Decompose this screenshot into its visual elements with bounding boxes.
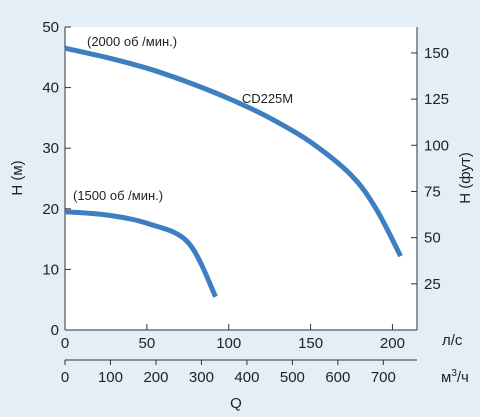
left-axis-label: H (м): [9, 160, 26, 195]
right-tick-label: 150: [424, 45, 449, 62]
m3h-tick-label: 500: [280, 369, 305, 386]
m3h-tick-label: 700: [371, 369, 396, 386]
m3h-unit-sup: 3: [451, 368, 457, 379]
left-tick-label: 40: [42, 80, 59, 97]
m3h-tick-label: 0: [61, 369, 69, 386]
m3h-axis-ticks: 0 100 200 300 400 500 600 700: [61, 359, 417, 386]
curve-2000rpm: [64, 45, 403, 258]
m3h-unit-label: м3/ч: [441, 368, 469, 386]
curve-labels: (2000 об /мин.) (1500 об /мин.) CD225M: [73, 34, 293, 203]
curve-1500rpm: [64, 209, 218, 298]
curves: [64, 45, 403, 298]
m3h-tick-label: 400: [234, 369, 259, 386]
series-label-2000rpm: (2000 об /мин.): [87, 34, 177, 49]
ls-tick-label: 0: [61, 335, 69, 352]
m3h-unit-tail: /ч: [457, 369, 469, 386]
ls-tick-label: 200: [380, 335, 405, 352]
right-axis-label: H (фут): [457, 152, 474, 204]
m3h-tick-label: 300: [189, 369, 214, 386]
ls-axis-ticks: 0 50 100 150 200: [61, 324, 417, 352]
ls-tick-label: 150: [298, 335, 323, 352]
left-tick-label: 20: [42, 201, 59, 218]
right-tick-label: 75: [424, 183, 441, 200]
left-tick-label: 0: [51, 322, 59, 339]
left-tick-label: 10: [42, 261, 59, 278]
ls-unit-label: л/с: [442, 332, 463, 349]
m3h-tick-label: 600: [325, 369, 350, 386]
right-axis-ticks: 25 50 75 100 125 150: [411, 27, 449, 330]
ls-tick-label: 100: [216, 335, 241, 352]
right-tick-label: 50: [424, 230, 441, 247]
right-tick-label: 125: [424, 91, 449, 108]
m3h-tick-label: 200: [143, 369, 168, 386]
left-axis-ticks: 0 10 20 30 40 50: [42, 19, 71, 339]
x-axis-title: Q: [230, 395, 242, 412]
plot-area: [65, 27, 417, 330]
ls-tick-label: 50: [139, 335, 156, 352]
right-tick-label: 25: [424, 276, 441, 293]
left-tick-label: 30: [42, 140, 59, 157]
right-tick-label: 100: [424, 137, 449, 154]
series-label-1500rpm: (1500 об /мин.): [73, 188, 163, 203]
model-label: CD225M: [242, 91, 293, 106]
left-tick-label: 50: [42, 19, 59, 36]
m3h-tick-label: 100: [98, 369, 123, 386]
m3h-unit-base: м: [441, 369, 451, 386]
